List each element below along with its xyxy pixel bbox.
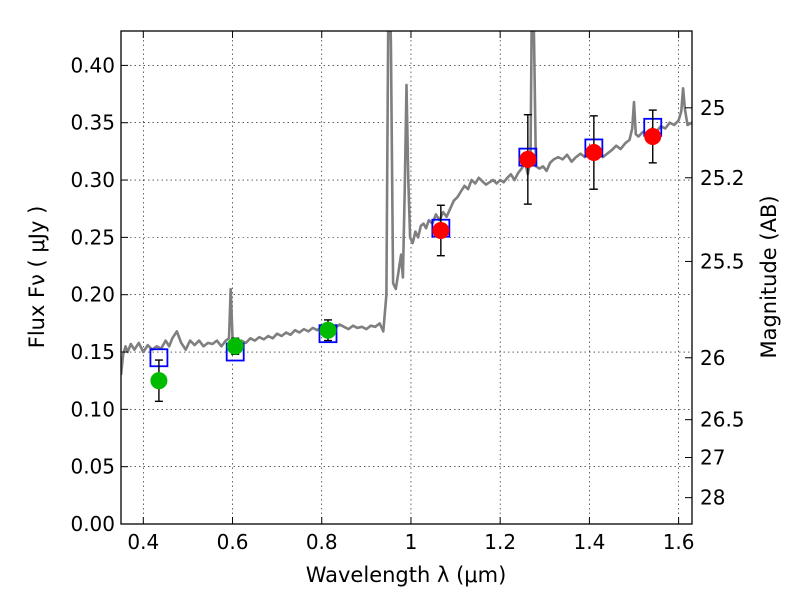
y2-tick-label: 27 [700,446,725,470]
y2-tick-label: 25.2 [700,166,745,190]
x-tick-label: 0.8 [306,530,338,554]
y-tick-label: 0.00 [70,512,115,536]
nir-photometry-point [585,144,603,162]
plot-frame [120,30,693,525]
y-axis-label: Flux Fν ( μJy ) [25,206,49,349]
y2-axis-label: Magnitude (AB) [757,195,781,358]
y-tick-label: 0.30 [70,168,115,192]
plot-area [121,31,692,403]
y-tick-label: 0.40 [70,53,115,77]
y-tick-label: 0.15 [70,340,115,364]
optical-photometry-point [150,372,168,390]
nir-photometry-point [432,221,450,239]
y2-tick-label: 26.5 [700,408,745,432]
nir-photometry-point [519,150,537,168]
nir-photometry-point [644,127,662,145]
x-tick-label: 1.4 [573,530,605,554]
x-axis-label: Wavelength λ (μm) [306,563,507,587]
y2-tick-label: 28 [700,486,725,510]
y-tick-label: 0.20 [70,283,115,307]
y-tick-label: 0.35 [70,111,115,135]
y2-axis-label-text: Magnitude (AB) [757,195,781,358]
y-tick-label: 0.05 [70,455,115,479]
x-tick-label: 0.6 [217,530,249,554]
y2-tick-label: 25.5 [700,249,745,273]
x-tick-label: 1.6 [663,530,695,554]
y-tick-label: 0.10 [70,397,115,421]
grid [121,31,692,525]
optical-photometry-point [226,337,244,355]
x-tick-label: 0.4 [127,530,159,554]
y-tick-label: 0.25 [70,225,115,249]
y2-tick-label: 25 [700,96,725,120]
x-tick-label: 1.2 [484,530,516,554]
x-axis-label-text: Wavelength λ (μm) [306,563,507,587]
optical-photometry-point [319,321,337,339]
y2-tick-label: 26 [700,346,725,370]
axis-ticks: 0.4 0.6 0.8 1 1.2 1.4 1.6 0.00 0.05 0.10 0.15 0.20 0… [70,31,745,554]
y-axis-label-text: Flux Fν ( μJy ) [25,206,49,349]
x-tick-label: 1 [405,530,418,554]
